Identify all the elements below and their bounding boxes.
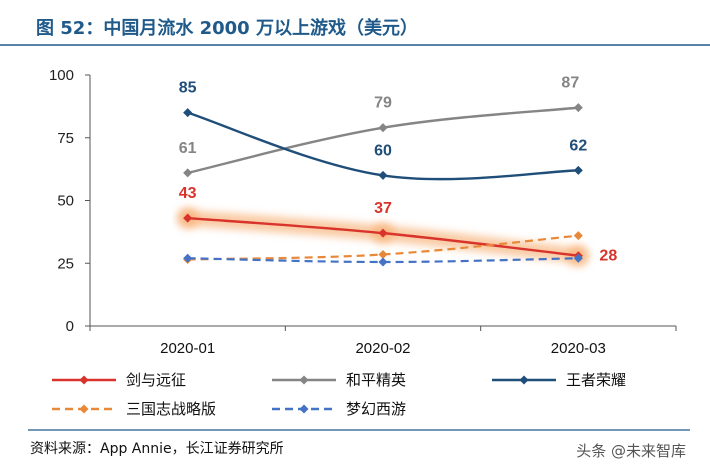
legend-item: 王者荣耀 xyxy=(492,371,626,389)
data-label: 37 xyxy=(374,200,392,217)
x-tick-label: 2020-03 xyxy=(551,340,606,357)
watermark: 头条 @未来智库 xyxy=(576,442,686,460)
series-lines xyxy=(176,103,590,267)
legend-label: 梦幻西游 xyxy=(346,400,406,418)
source-note: 资料来源：App Annie，长江证券研究所 xyxy=(30,441,284,457)
series-point xyxy=(573,253,583,263)
data-label: 85 xyxy=(179,80,197,97)
legend-label: 和平精英 xyxy=(346,371,406,389)
series-line-1 xyxy=(187,106,579,175)
series-point xyxy=(378,170,388,180)
y-tick-label: 50 xyxy=(57,193,74,210)
data-label: 87 xyxy=(561,75,579,92)
data-label: 60 xyxy=(374,142,392,159)
legend-item: 剑与远征 xyxy=(52,371,186,389)
legend-item: 梦幻西游 xyxy=(272,400,406,418)
series-point xyxy=(573,103,583,113)
legend-item: 三国志战略版 xyxy=(52,400,216,418)
x-tick-label: 2020-02 xyxy=(355,340,410,357)
legend-label: 剑与远征 xyxy=(126,371,186,389)
data-labels: 43 37 28 61 79 87 85 60 62 xyxy=(179,75,618,265)
series-point xyxy=(573,165,583,175)
data-label: 62 xyxy=(569,137,587,154)
legend-marker xyxy=(79,375,89,385)
data-label: 61 xyxy=(179,140,197,157)
legend-label: 三国志战略版 xyxy=(126,400,216,418)
axes: 0 25 50 75 100 2020-01 2020-02 2020-03 xyxy=(49,67,677,357)
data-label: 28 xyxy=(599,248,617,265)
series-point xyxy=(183,168,193,178)
y-tick-label: 75 xyxy=(57,130,74,147)
series-point xyxy=(183,213,193,223)
legend-marker xyxy=(299,404,309,414)
legend-item: 和平精英 xyxy=(272,371,406,389)
series-point xyxy=(378,249,388,259)
series-point xyxy=(573,231,583,241)
series-point xyxy=(378,257,388,267)
legend-marker xyxy=(299,375,309,385)
data-label: 79 xyxy=(374,95,392,112)
series-point xyxy=(378,123,388,133)
series-point xyxy=(183,253,193,263)
y-tick-label: 0 xyxy=(66,318,74,335)
legend-label: 王者荣耀 xyxy=(566,371,626,389)
y-tick-label: 100 xyxy=(49,67,74,84)
legend-marker xyxy=(519,375,529,385)
series-point xyxy=(183,108,193,118)
legend-marker xyxy=(79,404,89,414)
data-label: 43 xyxy=(179,185,197,202)
y-tick-label: 25 xyxy=(57,255,74,272)
x-tick-label: 2020-01 xyxy=(160,340,215,357)
chart-title: 图 52：中国月流水 2000 万以上游戏（美元） xyxy=(36,17,418,39)
